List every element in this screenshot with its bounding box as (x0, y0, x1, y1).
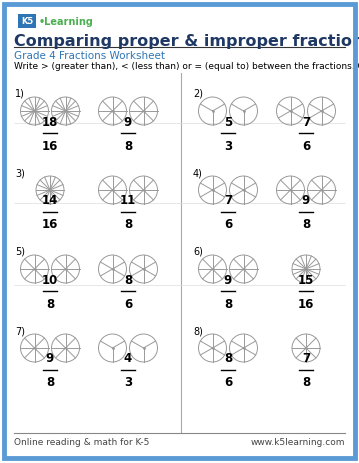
Text: www.k5learning.com: www.k5learning.com (251, 437, 345, 446)
Text: 16: 16 (42, 218, 58, 231)
Text: 5): 5) (15, 246, 25, 257)
Text: 9: 9 (124, 115, 132, 128)
Text: 11: 11 (120, 194, 136, 207)
Text: 6): 6) (193, 246, 203, 257)
Text: 3: 3 (124, 375, 132, 388)
Text: 7: 7 (302, 115, 310, 128)
Text: 3: 3 (224, 139, 232, 152)
Text: 8: 8 (302, 375, 310, 388)
Text: 15: 15 (298, 273, 314, 286)
Text: 9: 9 (302, 194, 310, 207)
Bar (18, 15, 36, 29)
Text: 16: 16 (298, 297, 314, 310)
Text: 6: 6 (224, 375, 232, 388)
Text: 1): 1) (15, 89, 25, 99)
Text: 8: 8 (46, 297, 54, 310)
Text: K5: K5 (21, 18, 33, 26)
Text: 6: 6 (224, 218, 232, 231)
Text: 6: 6 (302, 139, 310, 152)
Text: •Learning: •Learning (39, 17, 94, 27)
Text: Online reading & math for K-5: Online reading & math for K-5 (14, 437, 149, 446)
Text: 16: 16 (42, 139, 58, 152)
Text: 8: 8 (124, 139, 132, 152)
Text: 6: 6 (124, 297, 132, 310)
Text: 14: 14 (42, 194, 58, 207)
Text: 4: 4 (124, 352, 132, 365)
Text: 18: 18 (42, 115, 58, 128)
Text: 9: 9 (224, 273, 232, 286)
Text: 7: 7 (224, 194, 232, 207)
Text: 4): 4) (193, 168, 203, 178)
Text: 8: 8 (46, 375, 54, 388)
Text: 7: 7 (302, 352, 310, 365)
Text: 8: 8 (124, 218, 132, 231)
Text: 8: 8 (224, 352, 232, 365)
Text: 3): 3) (15, 168, 25, 178)
Text: 5: 5 (224, 115, 232, 128)
Text: 8: 8 (224, 297, 232, 310)
Text: 8: 8 (124, 273, 132, 286)
Text: 10: 10 (42, 273, 58, 286)
Text: 8): 8) (193, 325, 203, 335)
Text: 2): 2) (193, 89, 203, 99)
Text: Grade 4 Fractions Worksheet: Grade 4 Fractions Worksheet (14, 51, 165, 61)
Text: 8: 8 (302, 218, 310, 231)
Text: 7): 7) (15, 325, 25, 335)
Text: Write > (greater than), < (less than) or = (equal to) between the fractions. Col: Write > (greater than), < (less than) or… (14, 62, 359, 71)
Text: 9: 9 (46, 352, 54, 365)
Text: Comparing proper & improper fractions: Comparing proper & improper fractions (14, 34, 359, 49)
